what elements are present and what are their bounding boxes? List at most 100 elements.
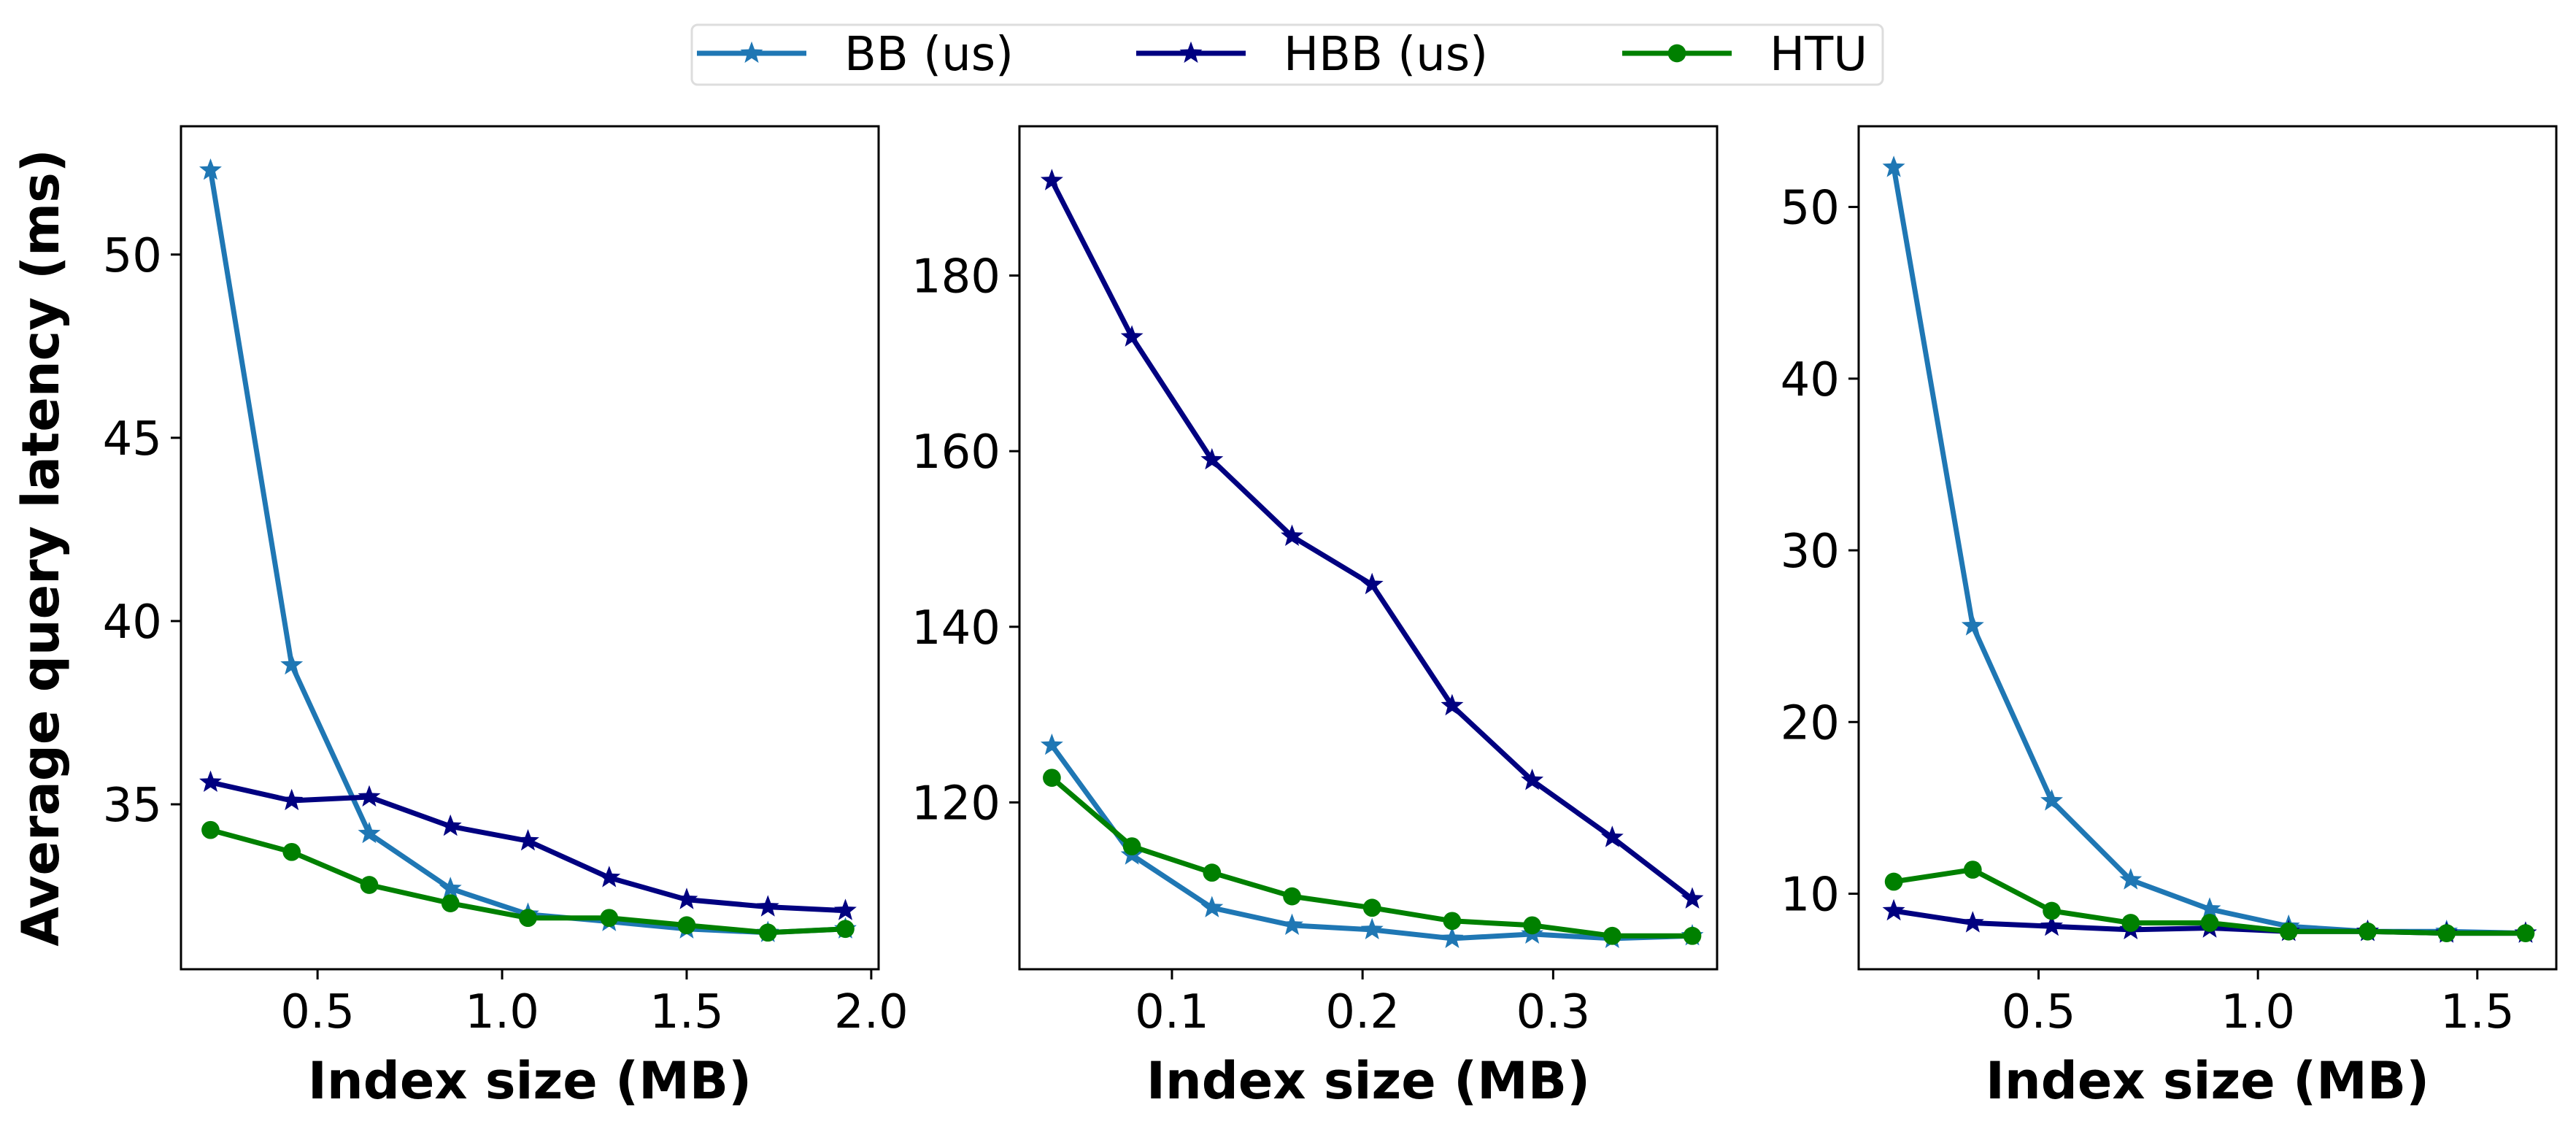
data-point	[2437, 924, 2456, 942]
data-point	[1884, 872, 1903, 891]
chart-panel-2: 0.1 0.2 0.3 120 140 160 180 Index size (MB)	[911, 125, 1719, 1111]
plot-frame	[1857, 125, 2558, 971]
data-point	[1043, 769, 1061, 788]
series-hbb-us	[199, 770, 857, 920]
x-axis-label: Index size (MB)	[308, 1051, 752, 1111]
legend-label: HBB (us)	[1284, 28, 1488, 82]
data-point	[675, 887, 698, 909]
legend-entry: HTU	[1622, 28, 1867, 82]
y-tick-label: 10	[1781, 868, 1840, 922]
x-tick-label: 0.5	[280, 985, 355, 1039]
legend-marker	[1667, 44, 1686, 63]
data-point	[280, 652, 304, 675]
data-point	[2279, 922, 2298, 941]
data-point	[1683, 926, 1702, 945]
data-point	[2040, 914, 2063, 936]
data-point	[360, 876, 379, 894]
legend-label: BB (us)	[844, 28, 1014, 82]
legend-marker	[740, 41, 763, 63]
legend-marker	[1179, 41, 1203, 63]
series-hbb-us	[1040, 169, 1704, 909]
x-tick-label: 0.1	[1135, 985, 1209, 1039]
data-point	[1360, 917, 1384, 939]
y-tick-label: 160	[911, 426, 1000, 480]
x-axis-label: Index size (MB)	[1146, 1051, 1590, 1111]
x-tick-label: 1.0	[2221, 985, 2295, 1039]
y-tick-label: 140	[911, 601, 1000, 655]
data-point	[439, 877, 462, 898]
data-point	[1963, 860, 1982, 879]
data-point	[1443, 912, 1462, 931]
data-point	[2043, 901, 2061, 920]
data-point	[1040, 734, 1063, 755]
y-tick-label: 180	[911, 250, 1000, 304]
plot-frame	[1018, 125, 1719, 971]
data-point	[1120, 325, 1144, 347]
data-point	[1441, 693, 1464, 716]
data-point	[1882, 155, 1905, 177]
series-htu	[1884, 860, 2535, 942]
y-tick-label: 120	[911, 777, 1000, 831]
plot-frame	[180, 125, 880, 971]
data-point	[199, 770, 222, 792]
data-point	[2516, 924, 2535, 942]
data-point	[2040, 789, 2063, 811]
data-point	[280, 788, 304, 811]
x-tick-label: 1.5	[649, 985, 724, 1039]
x-axis-label: Index size (MB)	[1986, 1051, 2429, 1111]
x-tick-label: 1.0	[465, 985, 539, 1039]
data-point	[1203, 863, 1222, 882]
series-htu	[1043, 769, 1702, 945]
y-tick-label: 50	[1781, 182, 1840, 236]
data-point	[600, 909, 619, 928]
data-point	[1283, 887, 1301, 906]
data-point	[201, 820, 220, 839]
data-point	[358, 821, 381, 844]
data-point	[519, 909, 537, 928]
data-point	[2198, 897, 2221, 919]
legend-entry: BB (us)	[697, 28, 1014, 82]
data-point	[2359, 922, 2377, 941]
y-tick-label: 40	[103, 596, 162, 650]
data-point	[1200, 447, 1224, 470]
data-point	[1961, 614, 1984, 636]
data-point	[2200, 914, 2219, 932]
data-point	[1441, 926, 1464, 948]
x-tick-label: 0.5	[2002, 985, 2076, 1039]
data-point	[598, 866, 621, 887]
data-point	[677, 916, 696, 935]
y-axis-label: Average query latency (ms)	[11, 149, 71, 947]
x-tick-label: 2.0	[834, 985, 909, 1039]
chart-panel-3: 0.5 1.0 1.5 10 20 30 40 50 Index size (MB)	[1781, 125, 2558, 1111]
y-tick-label: 35	[103, 779, 162, 833]
y-tick-label: 50	[103, 229, 162, 283]
data-point	[1122, 837, 1141, 855]
legend-entry: HBB (us)	[1136, 28, 1488, 82]
data-point	[441, 894, 460, 912]
data-point	[199, 158, 222, 180]
data-point	[1523, 916, 1541, 935]
data-point	[2119, 868, 2143, 890]
legend-frame	[690, 23, 1884, 86]
data-point	[1281, 524, 1303, 546]
legend: BB (us) HBB (us) HTU	[690, 23, 1884, 86]
data-point	[1040, 169, 1063, 190]
data-point	[282, 842, 301, 861]
data-point	[1362, 898, 1381, 917]
data-point	[439, 814, 462, 836]
y-tick-label: 30	[1781, 525, 1840, 579]
data-point	[1200, 896, 1224, 917]
series-htu	[201, 820, 855, 942]
x-tick-label: 0.2	[1325, 985, 1400, 1039]
x-tick-label: 0.3	[1516, 985, 1590, 1039]
chart-panel-1: 0.5 1.0 1.5 2.0 35 40 45 50 Index size (MB) Avera…	[11, 125, 909, 1111]
chart-panels: 0.5 1.0 1.5 2.0 35 40 45 50 Index size (MB) Avera…	[11, 125, 2558, 1111]
data-point	[1603, 926, 1621, 945]
legend-label: HTU	[1770, 28, 1867, 82]
data-point	[834, 898, 857, 920]
data-point	[358, 785, 381, 807]
y-tick-label: 20	[1781, 696, 1840, 750]
data-point	[1882, 898, 1905, 921]
